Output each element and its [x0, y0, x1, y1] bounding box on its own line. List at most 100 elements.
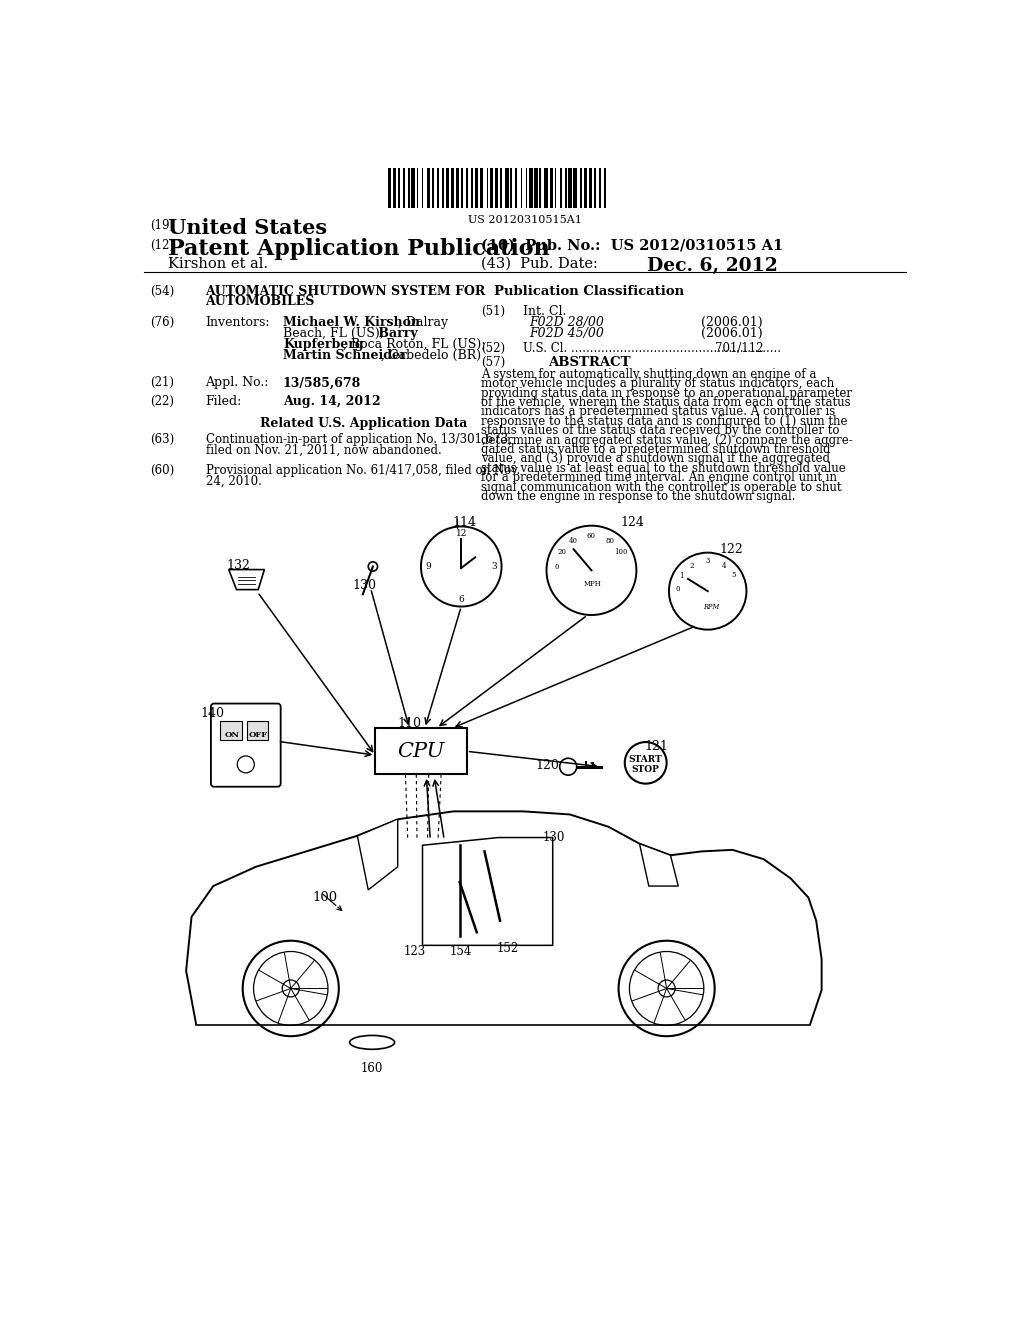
Text: Publication Classification: Publication Classification [494, 285, 684, 298]
Text: 140: 140 [201, 706, 225, 719]
Bar [461, 168, 463, 207]
Circle shape [625, 742, 667, 784]
Text: down the engine in response to the shutdown signal.: down the engine in response to the shutd… [480, 490, 795, 503]
Text: , Dalray: , Dalray [397, 317, 447, 329]
Text: A system for automatically shutting down an engine of a: A system for automatically shutting down… [480, 368, 816, 381]
Text: U.S. Cl. ........................................................: U.S. Cl. ...............................… [523, 342, 781, 355]
Text: determine an aggregated status value, (2) compare the aggre-: determine an aggregated status value, (2… [480, 433, 852, 446]
Bar [375, 729, 467, 775]
Circle shape [658, 979, 675, 997]
Bar [422, 168, 424, 207]
Bar [540, 168, 541, 207]
Circle shape [421, 527, 502, 607]
Text: 100: 100 [614, 548, 628, 556]
Bar [432, 168, 433, 207]
Text: OFF: OFF [249, 730, 267, 738]
Text: F02D 28/00: F02D 28/00 [529, 317, 604, 329]
Polygon shape [357, 818, 397, 890]
Bar [550, 168, 553, 207]
Ellipse shape [349, 1035, 394, 1049]
Bar [466, 168, 468, 207]
Bar [445, 168, 449, 207]
Text: of the vehicle, wherein the status data from each of the status: of the vehicle, wherein the status data … [480, 396, 850, 409]
Text: 40: 40 [568, 537, 578, 545]
Text: value, and (3) provide a shutdown signal if the aggregated: value, and (3) provide a shutdown signal… [480, 453, 829, 466]
Text: status value is at least equal to the shutdown threshold value: status value is at least equal to the sh… [480, 462, 846, 475]
Text: RPM: RPM [702, 602, 719, 611]
Text: 132: 132 [226, 558, 250, 572]
Text: US 20120310515A1: US 20120310515A1 [468, 215, 582, 226]
Text: 20: 20 [557, 548, 566, 556]
Bar [515, 168, 517, 207]
FancyBboxPatch shape [211, 704, 281, 787]
Bar [437, 168, 438, 207]
Bar [560, 168, 561, 207]
Text: (60): (60) [150, 465, 174, 477]
Text: (54): (54) [150, 285, 174, 298]
Text: Dec. 6, 2012: Dec. 6, 2012 [647, 257, 778, 275]
Bar [573, 168, 577, 207]
Text: (43)  Pub. Date:: (43) Pub. Date: [480, 257, 597, 271]
Text: 130: 130 [543, 830, 565, 843]
Text: 160: 160 [360, 1061, 383, 1074]
Bar [589, 168, 592, 207]
Text: 5: 5 [731, 572, 735, 579]
Bar [510, 168, 512, 207]
Text: 121: 121 [644, 739, 668, 752]
Bar [581, 168, 582, 207]
Bar [500, 168, 502, 207]
Text: 13/585,678: 13/585,678 [283, 376, 361, 389]
Text: Inventors:: Inventors: [206, 317, 270, 329]
Bar [474, 168, 478, 207]
Text: 152: 152 [496, 942, 518, 956]
Text: Kirshon et al.: Kirshon et al. [168, 257, 268, 271]
Text: 2: 2 [689, 562, 694, 570]
Text: United States: United States [168, 218, 328, 239]
Text: (12): (12) [150, 239, 174, 252]
Text: (22): (22) [150, 395, 174, 408]
Text: START: START [629, 755, 663, 764]
Text: for a predetermined time interval. An engine control unit in: for a predetermined time interval. An en… [480, 471, 837, 484]
Bar [486, 168, 488, 207]
Bar [520, 168, 522, 207]
Bar [393, 168, 396, 207]
Text: 130: 130 [352, 579, 377, 591]
Text: (2006.01): (2006.01) [701, 317, 763, 329]
Text: signal communication with the controller is operable to shut: signal communication with the controller… [480, 480, 841, 494]
Bar [412, 168, 415, 207]
Text: 0: 0 [676, 585, 680, 593]
Bar [456, 168, 459, 207]
Bar [525, 168, 527, 207]
Circle shape [254, 952, 328, 1026]
Circle shape [238, 756, 254, 774]
Text: (63): (63) [150, 433, 174, 446]
Text: 9: 9 [425, 562, 431, 572]
Bar [451, 168, 454, 207]
Text: Related U.S. Application Data: Related U.S. Application Data [260, 417, 467, 430]
Text: Aug. 14, 2012: Aug. 14, 2012 [283, 395, 381, 408]
Text: (21): (21) [150, 376, 174, 389]
Circle shape [618, 941, 715, 1036]
Text: 60: 60 [587, 532, 596, 540]
Text: STOP: STOP [632, 766, 659, 775]
Polygon shape [228, 570, 264, 590]
Text: 1: 1 [679, 572, 684, 579]
Bar [535, 168, 538, 207]
Text: F02D 45/00: F02D 45/00 [529, 327, 604, 341]
Text: 0: 0 [554, 564, 559, 572]
Text: 114: 114 [452, 516, 476, 529]
Text: providing status data in response to an operational parameter: providing status data in response to an … [480, 387, 852, 400]
Circle shape [630, 952, 703, 1026]
Bar [604, 168, 606, 207]
Text: (19): (19) [150, 218, 174, 231]
Text: 100: 100 [312, 891, 338, 904]
Text: 122: 122 [719, 544, 743, 557]
Text: ON: ON [224, 730, 240, 738]
Text: 3: 3 [706, 557, 710, 565]
Bar [417, 168, 419, 207]
Circle shape [669, 553, 746, 630]
Text: Appl. No.:: Appl. No.: [206, 376, 269, 389]
Text: (52): (52) [480, 342, 505, 355]
Text: (2006.01): (2006.01) [701, 327, 763, 341]
Polygon shape [186, 812, 821, 1024]
